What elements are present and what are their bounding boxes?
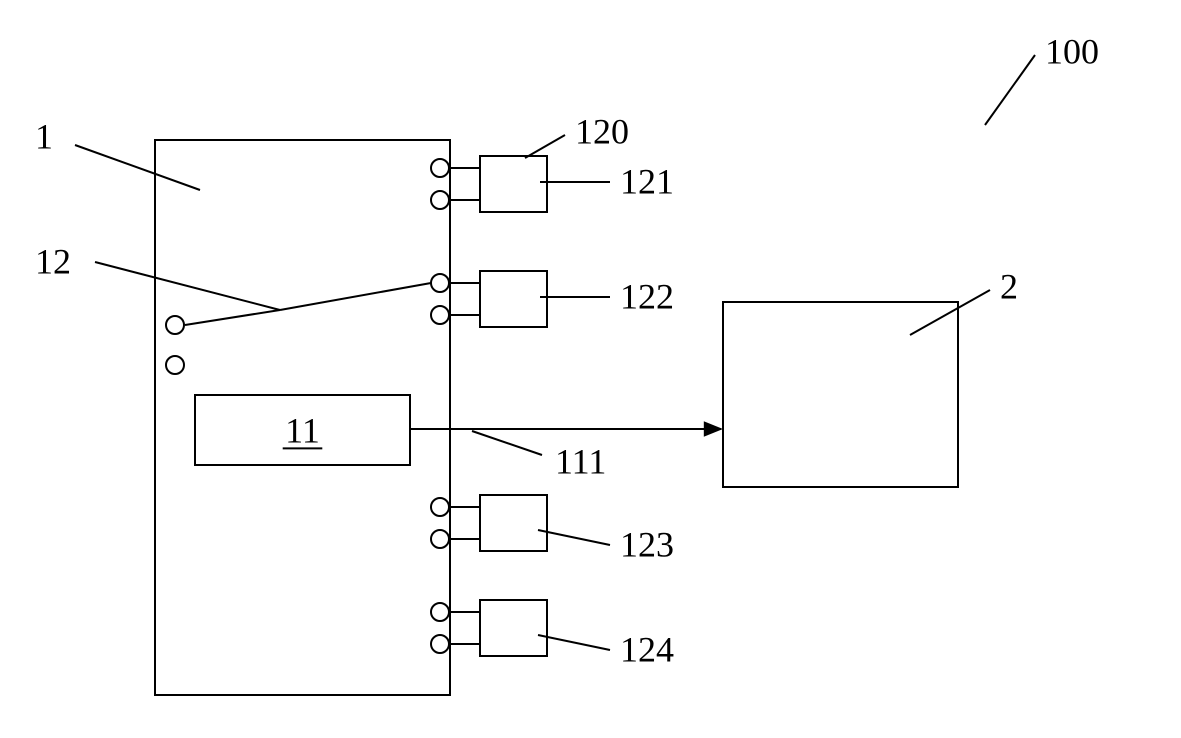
label-123: 123	[620, 524, 674, 564]
connector-right-1-b	[431, 306, 449, 324]
block-ext-1	[480, 156, 547, 212]
label-124: 124	[620, 629, 674, 669]
leader-111-seg-0	[472, 431, 542, 455]
label-inner: 11	[285, 410, 320, 450]
leader-12-seg-1	[280, 283, 431, 310]
label-100: 100	[1045, 31, 1099, 71]
leader-12-seg-0	[95, 262, 280, 310]
label-121: 121	[620, 161, 674, 201]
label-111: 111	[555, 441, 606, 481]
label-12: 12	[35, 241, 71, 281]
leader-2-seg-0	[910, 290, 990, 335]
connector-left-b	[166, 356, 184, 374]
leader-100-seg-0	[985, 55, 1035, 125]
leader-120-seg-0	[525, 135, 565, 158]
arrow-head	[704, 421, 723, 437]
connector-right-3-b	[431, 635, 449, 653]
label-2: 2	[1000, 266, 1018, 306]
block-ext-4	[480, 600, 547, 656]
connector-right-2-b	[431, 530, 449, 548]
block-ext-3	[480, 495, 547, 551]
leader-123-seg-0	[538, 530, 610, 545]
connector-right-1-a	[431, 274, 449, 292]
leader-124-seg-0	[538, 635, 610, 650]
connector-right-0-a	[431, 159, 449, 177]
connector-right-0-b	[431, 191, 449, 209]
block-right	[723, 302, 958, 487]
label-120: 120	[575, 111, 629, 151]
label-122: 122	[620, 276, 674, 316]
block-ext-2	[480, 271, 547, 327]
leader-12-branch	[185, 310, 280, 325]
connector-right-2-a	[431, 498, 449, 516]
connector-left-a	[166, 316, 184, 334]
connector-right-3-a	[431, 603, 449, 621]
leader-1-seg-0	[75, 145, 200, 190]
label-1: 1	[35, 116, 53, 156]
